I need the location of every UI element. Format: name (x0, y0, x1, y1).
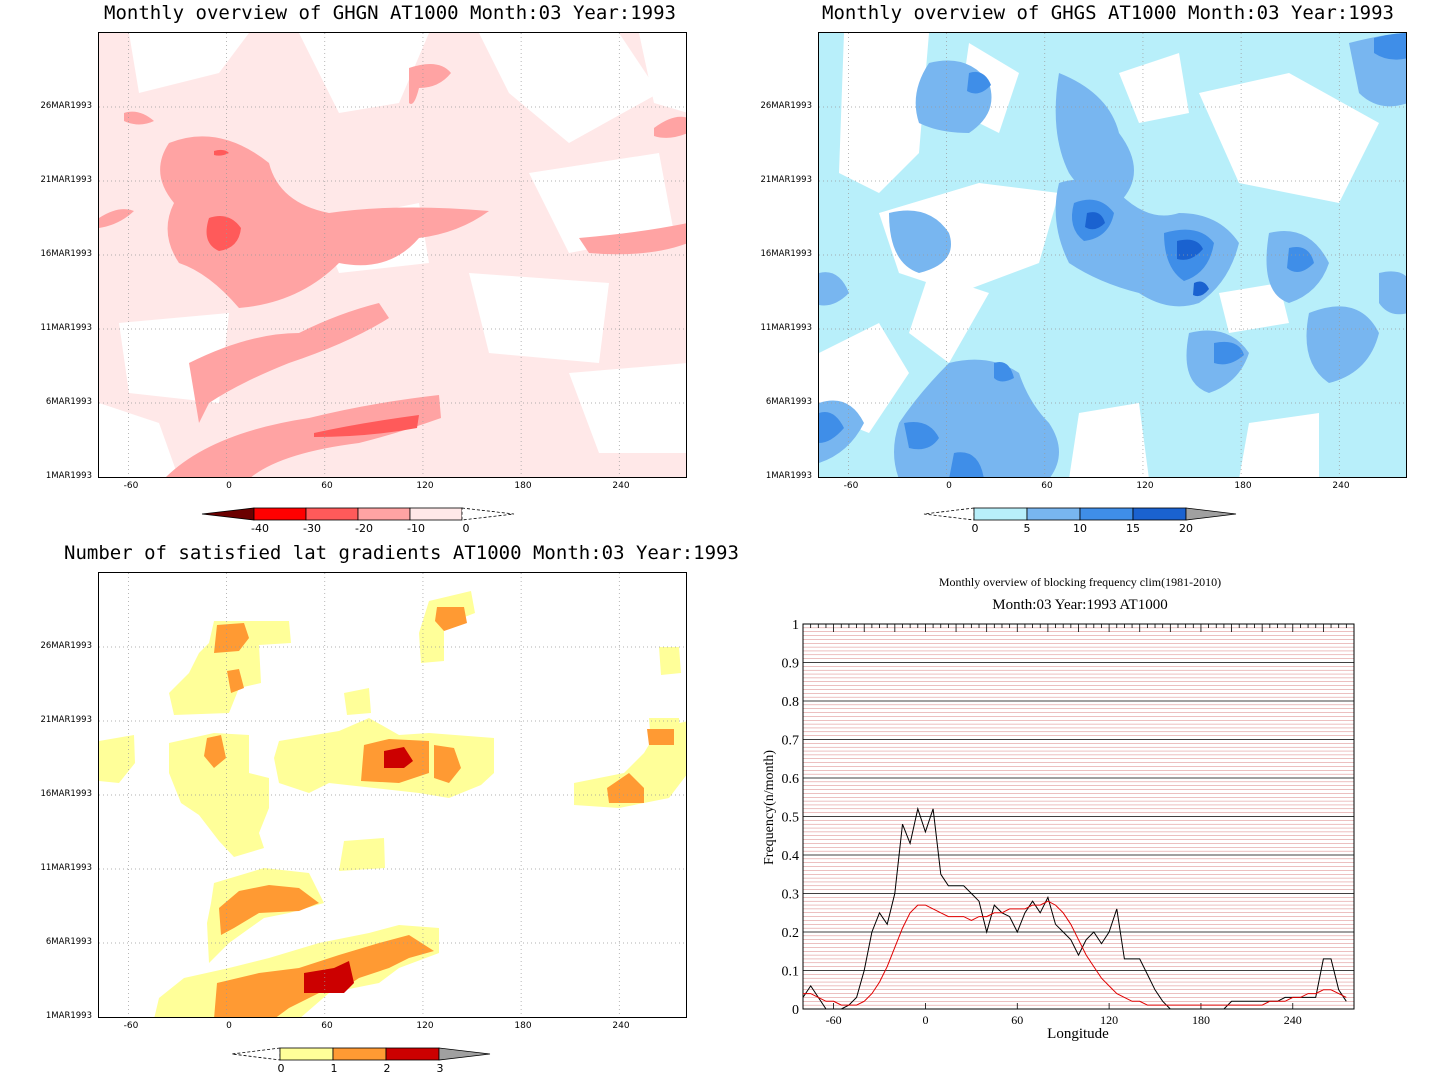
ghgs-xtick-5: 240 (1332, 481, 1350, 491)
blocking-ytick-7: 0.7 (782, 734, 800, 749)
blocking-xtick-5: 240 (1284, 1013, 1302, 1027)
blocking-xtick-3: 120 (1100, 1013, 1118, 1027)
latgrad-cb-label-3: 3 (436, 1062, 444, 1075)
blocking-ytick-1: 0.1 (782, 965, 800, 980)
blocking-title: Monthly overview of blocking frequency c… (938, 575, 1222, 589)
latgrad-contours (99, 573, 686, 1017)
ghgs-xtick-4: 180 (1234, 481, 1252, 491)
blocking-ytick-2: 0.2 (782, 926, 800, 941)
blocking-ytick-4: 0.4 (782, 849, 800, 864)
ghgn-cb-label-0: -40 (251, 522, 269, 535)
latgrad-cb-label-0: 0 (277, 1062, 285, 1075)
ghgs-ytick-5: 1MAR1993 (765, 471, 812, 481)
ghgn-xtick-5: 240 (612, 481, 630, 491)
ghgn-cb-label-2: -20 (355, 522, 373, 535)
blocking-ytick-10: 1 (792, 618, 799, 633)
latgrad-xtick-4: 180 (514, 1021, 532, 1031)
blocking-series-0 (802, 806, 1347, 1010)
latgrad-ytick-4: 6MAR1993 (45, 937, 92, 947)
ghgn-ytick-3: 11MAR1993 (40, 323, 92, 333)
ghgn-ytick-4: 6MAR1993 (45, 397, 92, 407)
ghgs-contours (819, 33, 1406, 477)
ghgn-map (98, 32, 687, 478)
ghgs-xtick-1: 0 (946, 481, 952, 491)
blocking-ytick-6: 0.6 (782, 772, 800, 787)
ghgs-cb-label-4: 20 (1179, 522, 1193, 535)
latgrad-xtick-2: 60 (321, 1021, 333, 1031)
ghgs-xtick-0: -60 (843, 481, 859, 491)
latgrad-xtick-0: -60 (123, 1021, 139, 1031)
ghgs-ytick-0: 26MAR1993 (760, 101, 812, 111)
latgrad-colorbar (231, 1047, 491, 1061)
latgrad-cb-label-2: 2 (383, 1062, 391, 1075)
ghgs-title: Monthly overview of GHGS AT1000 Month:03… (822, 2, 1394, 24)
ghgs-xtick-3: 120 (1136, 481, 1154, 491)
latgrad-map (98, 572, 687, 1018)
ghgs-cb-label-1: 5 (1023, 522, 1031, 535)
ghgs-colorbar (923, 507, 1237, 521)
ghgs-cb-label-2: 10 (1073, 522, 1087, 535)
ghgn-ytick-2: 16MAR1993 (40, 249, 92, 259)
latgrad-xtick-5: 240 (612, 1021, 630, 1031)
latgrad-xtick-1: 0 (226, 1021, 232, 1031)
ghgs-xtick-2: 60 (1041, 481, 1053, 491)
ghgn-colorbar (201, 507, 515, 521)
ghgn-cb-label-3: -10 (407, 522, 425, 535)
blocking-ytick-5: 0.5 (782, 811, 800, 826)
ghgn-xtick-2: 60 (321, 481, 333, 491)
ghgn-xtick-4: 180 (514, 481, 532, 491)
blocking-ytick-3: 0.3 (782, 888, 800, 903)
ghgs-ytick-3: 11MAR1993 (760, 323, 812, 333)
ghgn-xtick-0: -60 (123, 481, 139, 491)
ghgn-ytick-0: 26MAR1993 (40, 101, 92, 111)
blocking-xtick-0: -60 (826, 1013, 842, 1027)
ghgn-contours (99, 33, 686, 477)
ghgs-ytick-2: 16MAR1993 (760, 249, 812, 259)
latgrad-ytick-2: 16MAR1993 (40, 789, 92, 799)
blocking-xtick-2: 60 (1011, 1013, 1023, 1027)
ghgs-ytick-4: 6MAR1993 (765, 397, 812, 407)
latgrad-cb-label-1: 1 (330, 1062, 338, 1075)
blocking-ytick-8: 0.8 (782, 695, 800, 710)
ghgn-ytick-1: 21MAR1993 (40, 175, 92, 185)
latgrad-ytick-3: 11MAR1993 (40, 863, 92, 873)
latgrad-ytick-1: 21MAR1993 (40, 715, 92, 725)
ghgs-map (818, 32, 1407, 478)
ghgn-xtick-3: 120 (416, 481, 434, 491)
blocking-series-1 (803, 900, 1347, 1006)
blocking-chart: 0 0.1 0.2 0.3 0.4 0.5 0.6 0.7 0.8 0.9 1 -60 0 60 120 18… (782, 618, 1355, 1027)
ghgn-xtick-1: 0 (226, 481, 232, 491)
blocking-subtitle: Month:03 Year:1993 AT1000 (992, 597, 1168, 613)
latgrad-xtick-3: 120 (416, 1021, 434, 1031)
latgrad-ytick-0: 26MAR1993 (40, 641, 92, 651)
blocking-xtick-1: 0 (922, 1013, 928, 1027)
ghgn-cb-label-4: 0 (462, 522, 470, 535)
blocking-xlabel: Longitude (1047, 1026, 1109, 1042)
blocking-ytick-9: 0.9 (782, 657, 800, 672)
ghgs-cb-label-3: 15 (1126, 522, 1140, 535)
ghgn-cb-label-1: -30 (303, 522, 321, 535)
ghgn-title: Monthly overview of GHGN AT1000 Month:03… (104, 2, 676, 24)
blocking-xtick-4: 180 (1192, 1013, 1210, 1027)
latgrad-ytick-5: 1MAR1993 (45, 1011, 92, 1021)
blocking-frame (802, 623, 1355, 1010)
ghgn-ytick-5: 1MAR1993 (45, 471, 92, 481)
latgrad-title: Number of satisfied lat gradients AT1000… (64, 542, 739, 564)
ghgs-ytick-1: 21MAR1993 (760, 175, 812, 185)
blocking-ytick-0: 0 (792, 1003, 799, 1018)
ghgs-cb-label-0: 0 (971, 522, 979, 535)
